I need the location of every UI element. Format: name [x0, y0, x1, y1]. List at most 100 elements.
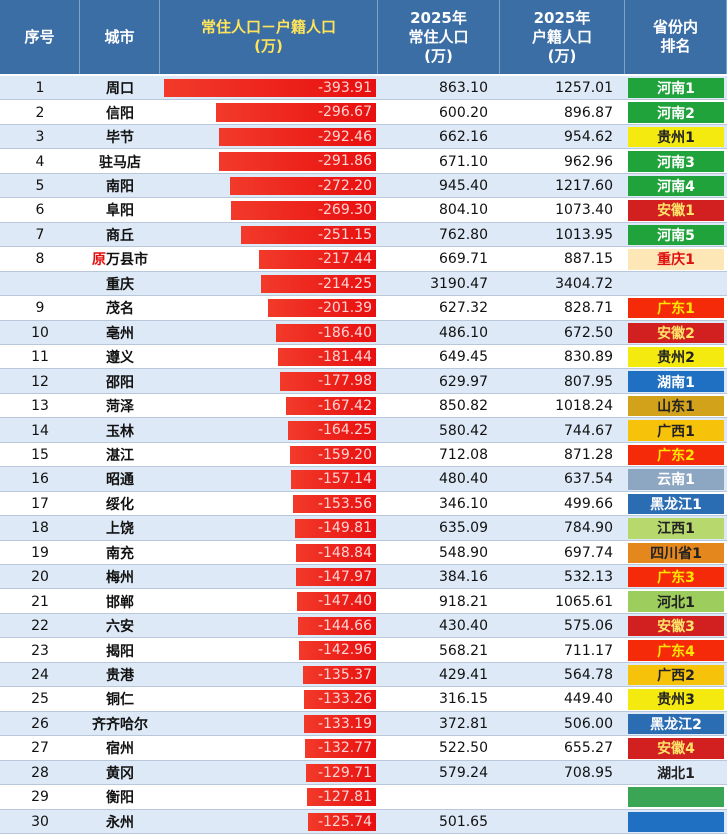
row-divider — [0, 392, 727, 394]
row-number: 19 — [31, 544, 49, 561]
bar-label: -159.20 — [317, 446, 372, 463]
row-number: 7 — [35, 226, 45, 243]
row-divider — [0, 197, 727, 199]
bar — [304, 714, 376, 734]
bar-label: -127.81 — [317, 789, 372, 806]
row-number: 25 — [31, 691, 49, 708]
header-text: 户籍人口 — [531, 27, 592, 46]
bar — [267, 299, 376, 318]
province-rank: 广东1 — [628, 298, 724, 319]
row-divider — [0, 221, 727, 223]
resident: 627.32 — [439, 300, 488, 317]
row-number: 6 — [35, 202, 45, 219]
city: 昭通 — [80, 467, 160, 491]
row-number: 22 — [31, 618, 49, 635]
bar-label: -181.44 — [317, 348, 372, 365]
row-divider — [0, 759, 727, 761]
bar — [295, 519, 376, 538]
resident: 568.21 — [439, 642, 488, 659]
bar — [285, 396, 376, 416]
bar-label: -147.97 — [317, 569, 372, 585]
city: 南阳 — [80, 174, 160, 198]
city: 毕节 — [80, 125, 160, 149]
city: 绥化 — [80, 492, 160, 516]
header-text: 省份内 — [652, 18, 698, 36]
bar — [303, 665, 376, 685]
row-divider — [0, 270, 727, 272]
row-divider — [0, 123, 727, 125]
resident: 522.50 — [439, 740, 488, 757]
registered: 871.28 — [564, 446, 613, 463]
registered: 575.06 — [564, 618, 613, 635]
bar-label: -129.71 — [317, 764, 372, 781]
row-divider — [0, 417, 727, 419]
row-number: 14 — [31, 422, 49, 439]
header-text: 序号 — [24, 27, 55, 46]
province-rank: 黑龙江1 — [628, 493, 724, 515]
header-cell: 2025年 常住人口 (万) — [378, 0, 500, 74]
city-name: 梅州 — [106, 570, 134, 587]
row-divider — [0, 246, 727, 248]
city-name: 宿州 — [106, 741, 134, 758]
city: 湛江 — [80, 443, 160, 467]
row-divider — [0, 466, 727, 468]
city-name: 湛江 — [106, 447, 134, 464]
registered: 532.13 — [564, 569, 613, 586]
bar-label: -132.77 — [317, 740, 372, 757]
bar-label: -296.67 — [317, 104, 372, 121]
bar-label: -292.46 — [317, 128, 372, 145]
registered: 499.66 — [564, 495, 613, 512]
bar — [308, 812, 376, 831]
province-rank: 贵州3 — [628, 689, 724, 710]
resident: 762.80 — [439, 226, 488, 243]
bar — [290, 445, 376, 465]
bar — [298, 616, 376, 636]
city-name: 茂名 — [106, 301, 134, 318]
row-divider — [0, 368, 727, 370]
registered: 697.74 — [564, 544, 613, 561]
row-number: 20 — [31, 569, 49, 586]
city-name: 遵义 — [106, 350, 134, 367]
row-number: 10 — [31, 324, 49, 341]
resident: 501.65 — [439, 813, 488, 830]
registered: 1065.61 — [555, 593, 613, 610]
row-divider — [0, 784, 727, 786]
province-rank: 四川省1 — [628, 542, 724, 563]
row-number: 27 — [31, 740, 49, 757]
registered: 708.95 — [564, 764, 613, 781]
resident: 850.82 — [439, 398, 488, 415]
city: 永州 — [80, 810, 160, 834]
province-rank: 贵州1 — [628, 126, 724, 148]
city: 遵义 — [80, 345, 160, 369]
registered: 1257.01 — [555, 80, 613, 97]
city: 阜阳 — [80, 198, 160, 222]
resident: 580.42 — [439, 422, 488, 439]
registered: 828.71 — [564, 300, 613, 317]
province-rank: 安徽4 — [628, 738, 724, 759]
province-rank — [628, 811, 724, 832]
province-rank: 江西1 — [628, 518, 724, 539]
row-number: 9 — [35, 300, 45, 317]
bar — [258, 250, 376, 269]
row-divider — [0, 637, 727, 639]
bar-label: -133.26 — [317, 691, 372, 708]
bar — [229, 176, 376, 196]
bar-label: -142.96 — [317, 642, 372, 659]
bar — [296, 568, 376, 587]
registered: 954.62 — [564, 129, 613, 146]
registered: 830.89 — [564, 349, 613, 366]
bar-label: -144.66 — [317, 617, 372, 634]
city-name: 铜仁 — [106, 692, 134, 709]
city: 黄冈 — [80, 761, 160, 785]
city: 亳州 — [80, 321, 160, 345]
row-number: 5 — [35, 178, 45, 195]
header-text: 2025年 — [533, 8, 591, 27]
city-name: 商丘 — [106, 227, 134, 244]
row-divider — [0, 661, 727, 663]
city-name: 阜阳 — [106, 203, 134, 220]
row-divider — [0, 832, 727, 834]
registered: 744.67 — [564, 422, 613, 439]
row-divider — [0, 686, 727, 688]
registered: 564.78 — [564, 667, 613, 684]
city-name: 昭通 — [106, 472, 134, 489]
